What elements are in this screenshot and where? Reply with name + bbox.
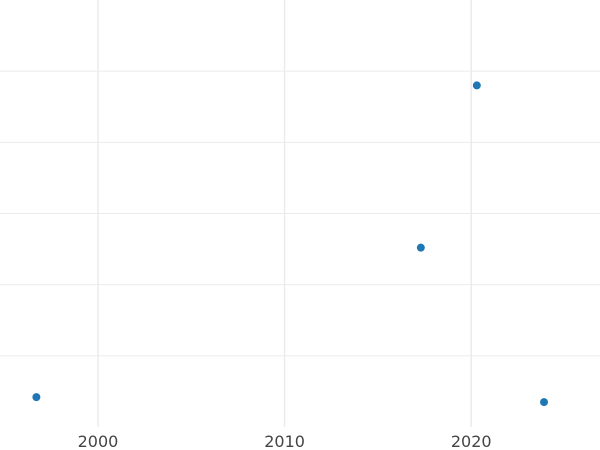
- x-tick-label: 2000: [78, 432, 119, 450]
- x-tick-label: 2010: [264, 432, 305, 450]
- data-point: [416, 243, 425, 252]
- data-point: [540, 398, 549, 407]
- x-tick-label: 2020: [451, 432, 492, 450]
- data-point: [32, 393, 41, 402]
- data-point: [472, 81, 481, 90]
